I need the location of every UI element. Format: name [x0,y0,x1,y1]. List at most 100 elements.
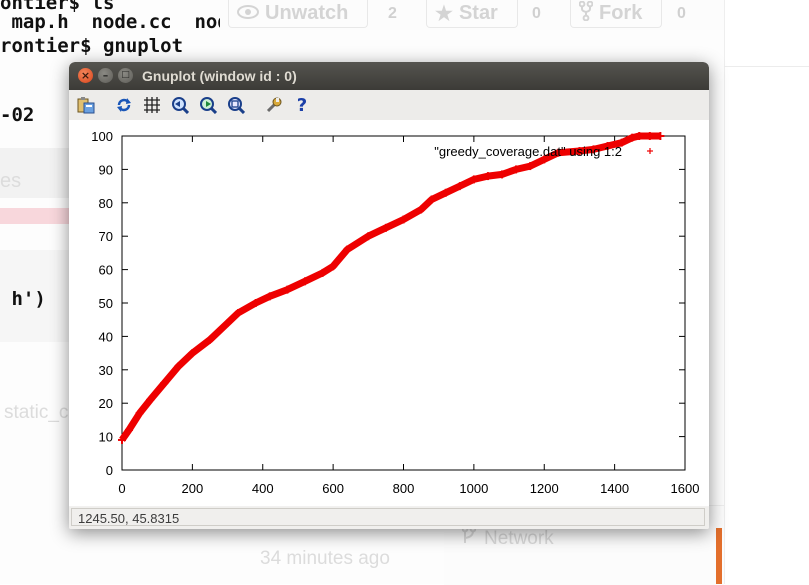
data-point [656,132,665,140]
y-tick-label: 0 [106,463,113,478]
data-point [118,435,126,444]
config-button[interactable] [263,94,285,116]
y-tick-label: 70 [99,229,113,244]
data-point [498,170,507,179]
data-point [635,132,644,140]
terminal-line: -02 [0,104,35,126]
unzoom-next-button[interactable] [197,94,219,116]
data-point [283,285,292,294]
grid-icon [144,97,160,113]
unwatch-label: Unwatch [265,2,349,24]
data-point [589,145,598,154]
y-tick-label: 90 [99,162,113,177]
y-tick-label: 80 [99,196,113,211]
data-point [427,195,436,204]
terminal-line: ontier$ ls [0,0,115,14]
commit-time: 34 minutes ago [260,548,390,569]
network-link[interactable]: Network [484,528,554,549]
data-point [554,148,563,157]
autoscale-button[interactable] [225,94,247,116]
terminal-line: h') [0,288,46,310]
background-panel [0,148,70,198]
eye-icon [237,2,259,25]
data-point [364,232,373,241]
data-point [603,142,612,151]
background-text: es [0,170,22,192]
y-tick-label: 50 [99,296,113,311]
close-button[interactable]: × [78,68,93,83]
autoscale-icon [228,97,245,114]
fork-button[interactable]: Fork [570,0,662,28]
data-point [174,362,183,371]
fork-icon [578,0,594,27]
copy-to-clipboard-button[interactable] [75,94,97,116]
y-tick-label: 100 [91,129,113,144]
grid-button[interactable] [141,94,163,116]
star-label: Star [458,2,498,24]
unzoom-previous-icon [172,97,189,114]
star-button[interactable]: ★ Star [426,0,518,28]
background-panel [0,250,70,342]
replot-icon [117,98,131,112]
x-tick-label: 800 [393,481,415,496]
close-icon: × [80,69,91,82]
replot-button[interactable] [113,94,135,116]
series-trace [119,132,661,442]
x-tick-label: 1000 [459,481,488,496]
unzoom-previous-button[interactable] [169,94,191,116]
network-icon [461,525,477,552]
data-point [417,205,426,214]
star-icon: ★ [435,3,453,25]
repo-action-bar [220,0,724,30]
statusbar: 1245.50, 45.8315 [69,507,709,529]
data-point [223,319,232,328]
data-point [483,172,492,181]
data-point [343,245,352,254]
gnuplot-window: × – □ Gnuplot (window id : 0) ? [69,62,709,529]
data-point [125,425,134,434]
maximize-icon: □ [121,70,130,80]
data-point [441,188,450,197]
minimize-button[interactable]: – [98,68,113,83]
accent-strip [716,528,722,584]
data-point [455,182,464,191]
y-tick-label: 40 [99,329,113,344]
unwatch-count: 2 [388,5,397,22]
x-tick-label: 400 [252,481,274,496]
terminal-line: rontier$ gnuplot [0,35,184,57]
maximize-button[interactable]: □ [118,68,133,83]
data-point [575,147,584,156]
data-point [381,223,390,232]
help-button[interactable]: ? [291,94,313,116]
y-tick-label: 20 [99,396,113,411]
data-point [329,262,338,271]
plot-area[interactable]: 0 200 400 600 800 1000 1200 1400 1600 0 10 20 30 40 50… [69,120,709,506]
cursor-coordinates: 1245.50, 45.8315 [78,511,180,526]
diff-highlight-bar [0,208,70,224]
data-point [188,349,197,358]
data-point [526,162,535,171]
legend-marker [647,148,653,154]
coverage-chart: 0 200 400 600 800 1000 1200 1400 1600 0 10 20 30 40 50… [91,129,700,496]
x-tick-label: 0 [118,481,125,496]
unwatch-button[interactable]: Unwatch [228,0,368,28]
github-sidebar [724,0,809,584]
legend-label: "greedy_coverage.dat" using 1:2 [434,144,622,159]
unzoom-next-icon [200,97,217,114]
toolbar: ? [69,90,709,120]
data-point [160,379,169,388]
x-tick-label: 1600 [671,481,700,496]
y-tick-label: 10 [99,430,113,445]
data-point [540,155,549,164]
copy-to-clipboard-icon [77,97,95,114]
x-tick-label: 200 [182,481,204,496]
data-point [399,215,408,224]
plot-border [121,135,686,471]
data-point [265,292,274,301]
window-titlebar[interactable]: × – □ Gnuplot (window id : 0) [69,62,709,90]
data-point [469,175,478,184]
data-point [318,268,327,277]
data-point [234,309,243,318]
data-point [300,277,309,286]
y-tick-label: 30 [99,363,113,378]
